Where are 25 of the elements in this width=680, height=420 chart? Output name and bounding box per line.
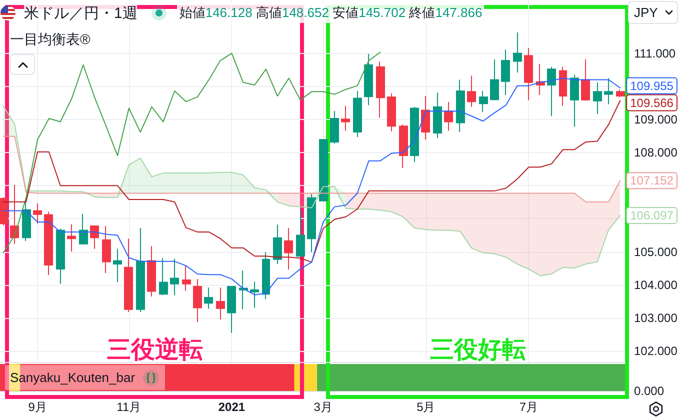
y-tick-label: 111.000 [634,46,676,60]
y-tick-label: 104.000 [634,278,678,292]
data-label: 109.566 [630,96,674,110]
y-tick-label: 102.000 [634,344,678,358]
x-tick-label: 7月 [519,400,538,414]
chart-title: 米ドル／円・1週 [24,4,138,22]
text: 0.000 [634,383,664,399]
y-tick-label: 103.000 [634,310,678,325]
chart-subtitle: 始値146.128 高値148.652 安値145.702 終値147.866 [179,5,482,20]
x-tick-label: 3月 [314,400,332,414]
data-label: 106.097 [630,208,674,223]
annotation: 三役逆転 [107,336,203,364]
annotation: 一目均衡表® [10,31,90,49]
data-label: 107.152 [630,174,674,188]
x-tick-label: 5月 [416,400,436,414]
annotation: 三役好転 [430,336,526,364]
data-label: 109.955 [630,78,674,93]
y-axis-title: JPY [634,5,658,20]
x-tick-label: 11月 [116,400,142,414]
x-tick-label: 9月 [28,400,47,414]
y-tick-label: 108.000 [634,146,678,160]
dropdown: JPY [628,1,678,24]
y-tick-label: 105.000 [634,244,678,259]
y-tick-label: 109.000 [634,112,678,126]
x-tick-label: 2021 [218,400,246,414]
